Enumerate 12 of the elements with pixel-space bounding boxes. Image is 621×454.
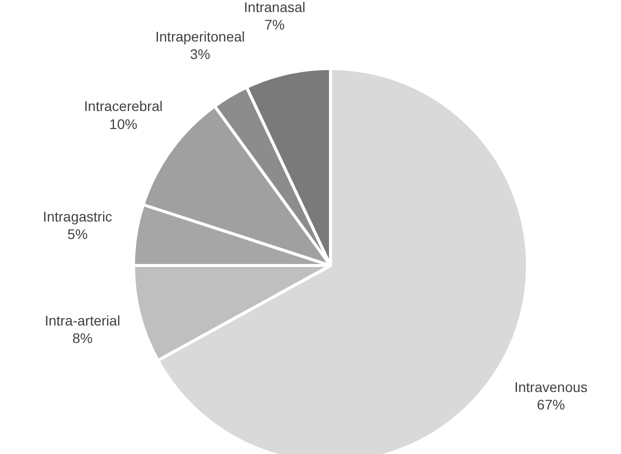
slice-label: Intraperitoneal: [155, 28, 245, 44]
slice-label: Intra-arterial: [44, 312, 120, 328]
slice-label: Intranasal: [244, 0, 306, 15]
data-label: 3%: [190, 46, 210, 62]
data-label: 7%: [264, 16, 285, 32]
slice-label: Intravenous: [514, 379, 588, 396]
data-label: 67%: [536, 396, 565, 413]
data-label: 8%: [72, 330, 93, 346]
data-label: 10%: [109, 116, 138, 132]
data-label: 5%: [67, 226, 88, 242]
slice-label: Intragastric: [42, 208, 112, 225]
slice-label: Intracerebral: [84, 98, 163, 114]
